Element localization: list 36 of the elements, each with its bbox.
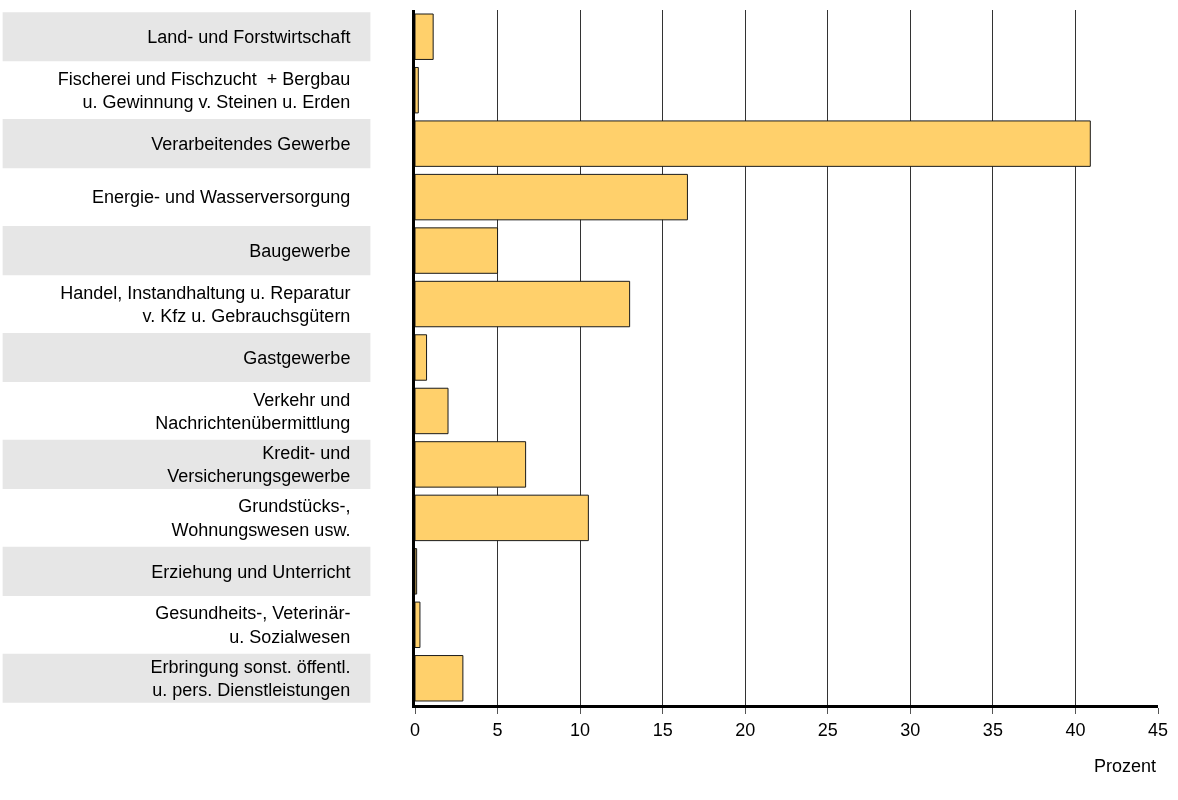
bar (415, 120, 1091, 167)
bar (415, 655, 464, 702)
x-tick-label: 20 (735, 719, 756, 740)
y-tick-label: Fischerei und Fischzucht + Bergbau u. Gewinnung v. Steinen u. Erden (57, 68, 351, 113)
y-tick-label: Land- und Forstwirtschaft (147, 27, 351, 48)
y-tick-label: Gastgewerbe (243, 347, 351, 368)
x-tick-label: 10 (570, 719, 591, 740)
bar (415, 66, 419, 114)
x-tick-label: 5 (492, 719, 503, 740)
x-tick-label: 30 (900, 719, 921, 740)
bar (415, 387, 449, 435)
x-tick-label: 35 (982, 719, 1003, 740)
y-tick-label: Kredit- und Versicherungsgewerbe (167, 443, 351, 487)
x-tick-label: 15 (652, 719, 673, 740)
y-tick-label: Verkehr und Nachrichtenübermittlung (155, 389, 351, 433)
y-tick-label: Erziehung und Unterricht (151, 561, 351, 582)
y-tick-label: Grundstücks-, Wohnungswesen usw. (171, 496, 351, 540)
y-tick-label: Erbringung sonst. öffentl. u. pers. Dienstleistungen (150, 656, 351, 701)
bar (415, 494, 589, 542)
x-tick-label: 25 (817, 719, 838, 740)
y-tick-label: Baugewerbe (249, 240, 351, 261)
x-axis-title: Prozent (1094, 756, 1157, 776)
x-tick-label: 0 (409, 719, 421, 740)
x-tick-label: 45 (1147, 719, 1169, 740)
bar (415, 227, 499, 274)
bar (415, 601, 421, 649)
y-tick-label: Verarbeitendes Gewerbe (151, 133, 351, 154)
bar (415, 441, 527, 488)
x-tick-label: 40 (1065, 719, 1086, 740)
y-tick-label: Gesundheits-, Veterinär- u. Sozialwesen (155, 603, 351, 647)
bar (415, 280, 631, 328)
bar (415, 13, 434, 60)
bar (415, 334, 428, 381)
bar (415, 173, 688, 221)
y-tick-label: Energie- und Wasserversorgung (91, 187, 351, 208)
y-tick-label: Handel, Instandhaltung u. Reparatur v. Kfz u. Gebrauchsgütern (60, 282, 351, 327)
